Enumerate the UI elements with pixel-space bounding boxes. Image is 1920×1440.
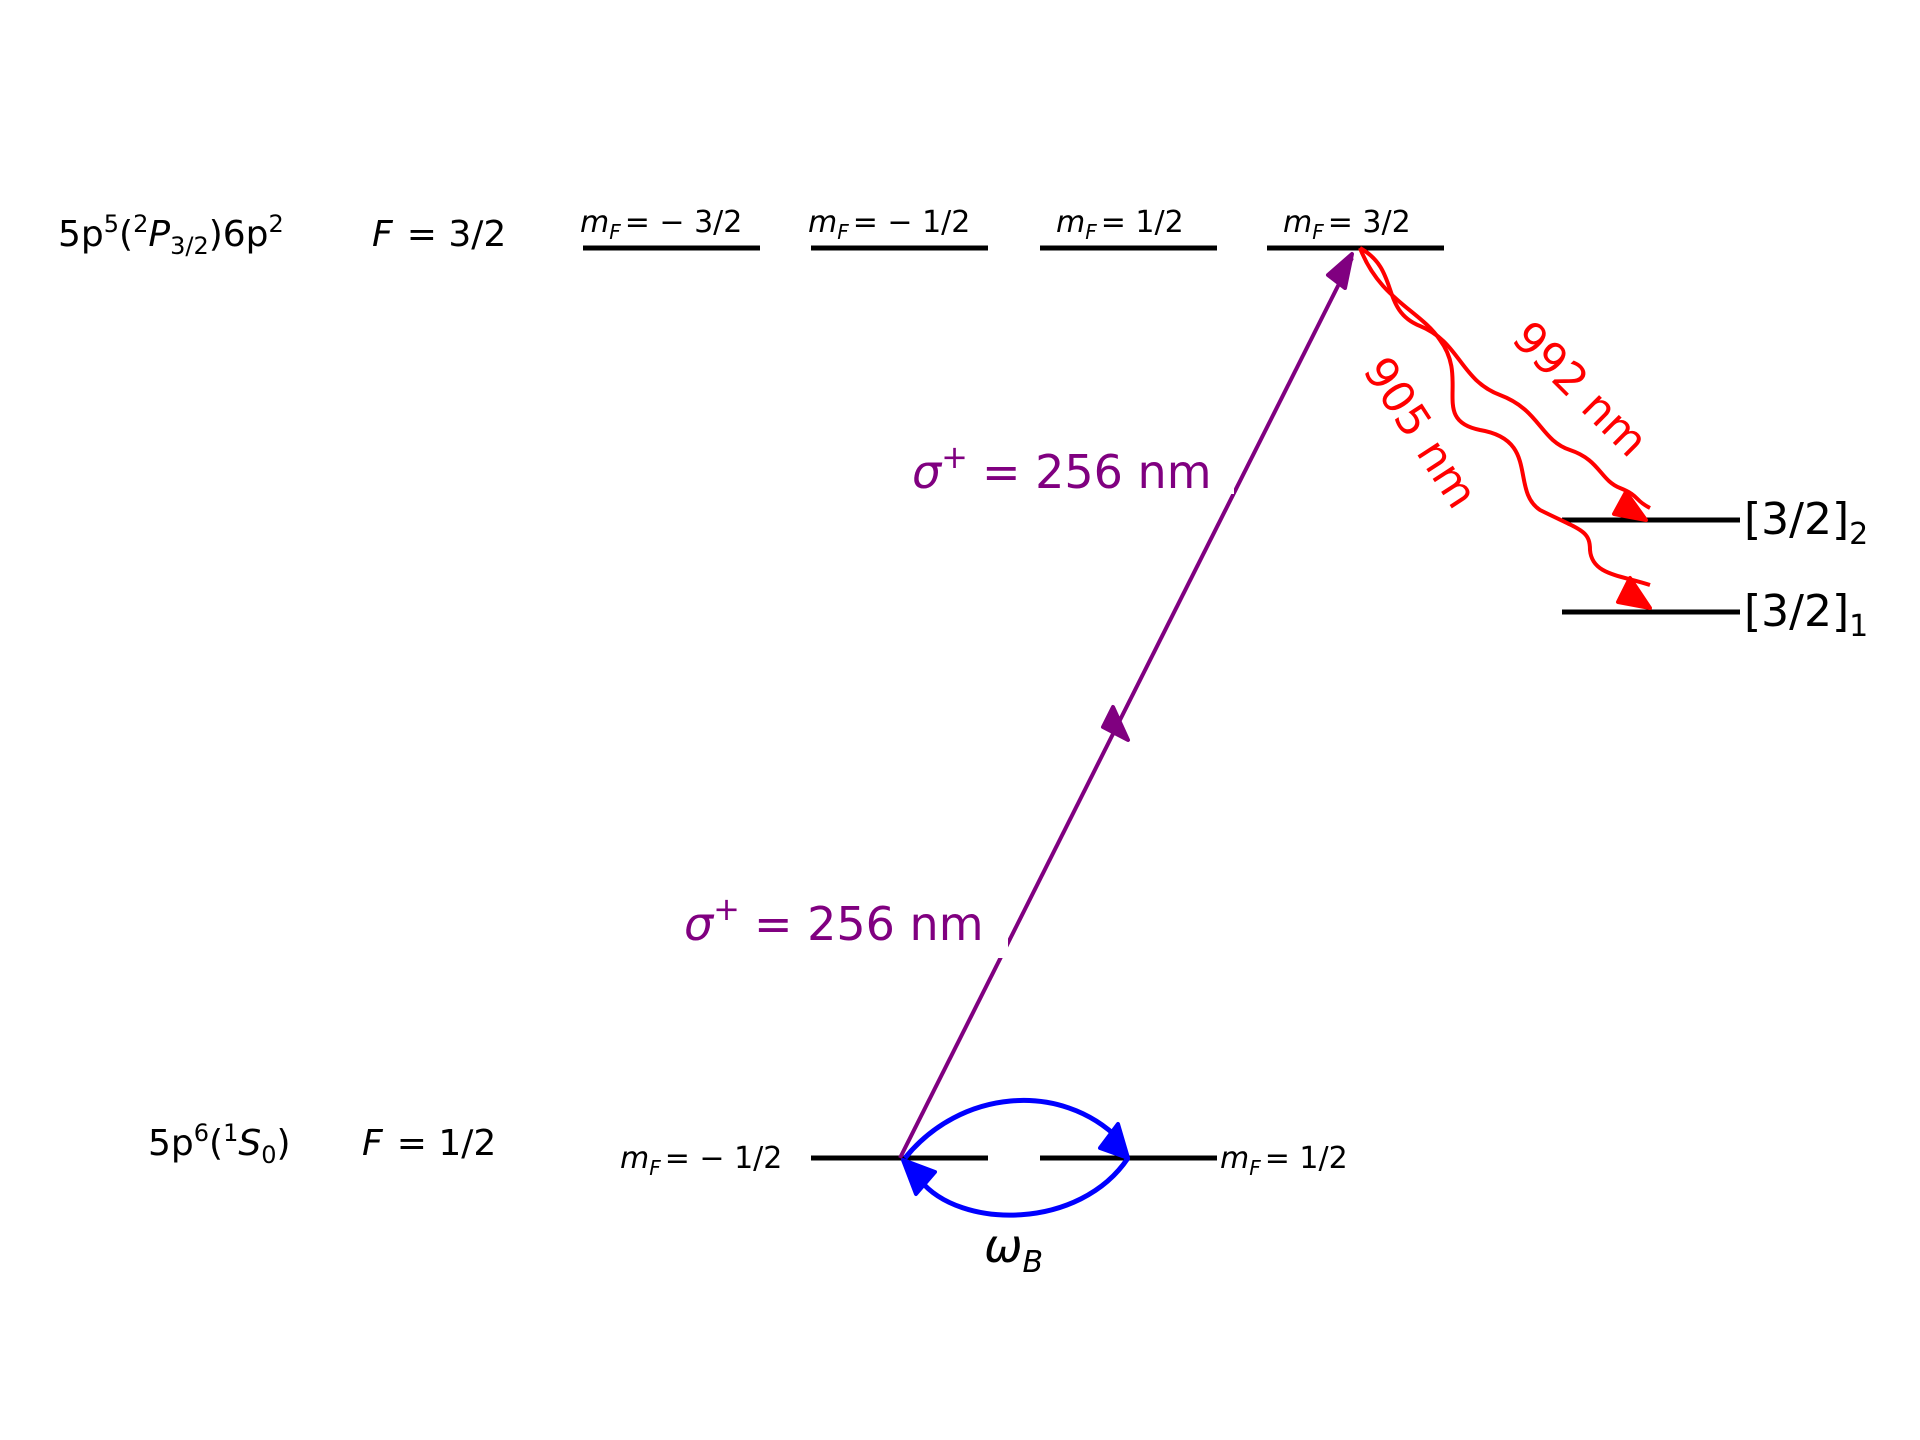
excited-mF-label: mF = − 3/2 [580,205,742,244]
decay-992-arrowhead [1612,490,1648,522]
svg-text:5p5(2P3/2)6p2: 5p5(2P3/2)6p2 [58,210,284,260]
ground-F-value: = 1/2 [397,1123,497,1164]
excited-F-value: = 3/2 [407,214,507,255]
decay-992-wave [1359,246,1651,510]
pump-transition: σ+ = 256 nm σ+ = 256 nm [684,252,1354,1159]
pump-label-upper: σ+ = 256 nm [912,438,1212,499]
excited-F-symbol: F [372,214,394,255]
decay-905-label: 905 nm [1353,348,1488,517]
pump-arrow-head-top [1326,252,1354,290]
ground-state-label: 5p6(1S0) F = 1/2 [148,1119,496,1169]
label-3-2-sub-2: [3/2]2 [1744,494,1868,552]
decay-905-arrowhead [1616,576,1652,610]
excited-state-label: 5p5(2P3/2)6p2 F = 3/2 [58,210,506,260]
larmor-upper-arrowhead [1098,1122,1130,1160]
decay-transitions: 992 nm 905 nm [1353,246,1658,610]
pump-label-lower: σ+ = 256 nm [684,890,984,951]
excited-mF-label: mF = − 1/2 [808,205,970,244]
decay-992-label: 992 nm [1502,312,1657,467]
svg-text:F= 3/2: F = 3/2 [372,214,506,255]
ground-mF-label: mF = 1/2 [1220,1141,1348,1180]
svg-text:5p6(1S0): 5p6(1S0) [148,1119,291,1169]
excited-mF-label: mF = 3/2 [1283,205,1411,244]
decay-905-wave [1358,247,1651,587]
ground-sublevels: mF = − 1/2 mF = 1/2 [620,1141,1348,1180]
excited-mF-label: mF = 1/2 [1056,205,1184,244]
larmor-lower-arrowhead [901,1158,937,1196]
ground-F-symbol: F [362,1123,384,1164]
pump-arrow-head-mid [1101,705,1130,742]
pump-arrow-line [898,257,1354,1159]
larmor-upper-arc [903,1098,1122,1160]
larmor-lower-arc [918,1156,1131,1218]
ground-mF-label: mF = − 1/2 [620,1141,782,1180]
larmor-precession: ωB [901,1098,1131,1280]
label-3-2-sub-1: [3/2]1 [1744,586,1868,644]
excited-sublevels: mF = − 3/2 mF = − 1/2 mF = 1/2 mF = 3/2 [580,205,1444,251]
lower-states: [3/2]2 [3/2]1 [1562,494,1868,644]
larmor-label: ωB [984,1219,1043,1280]
svg-text:F= 1/2: F = 1/2 [362,1123,496,1164]
